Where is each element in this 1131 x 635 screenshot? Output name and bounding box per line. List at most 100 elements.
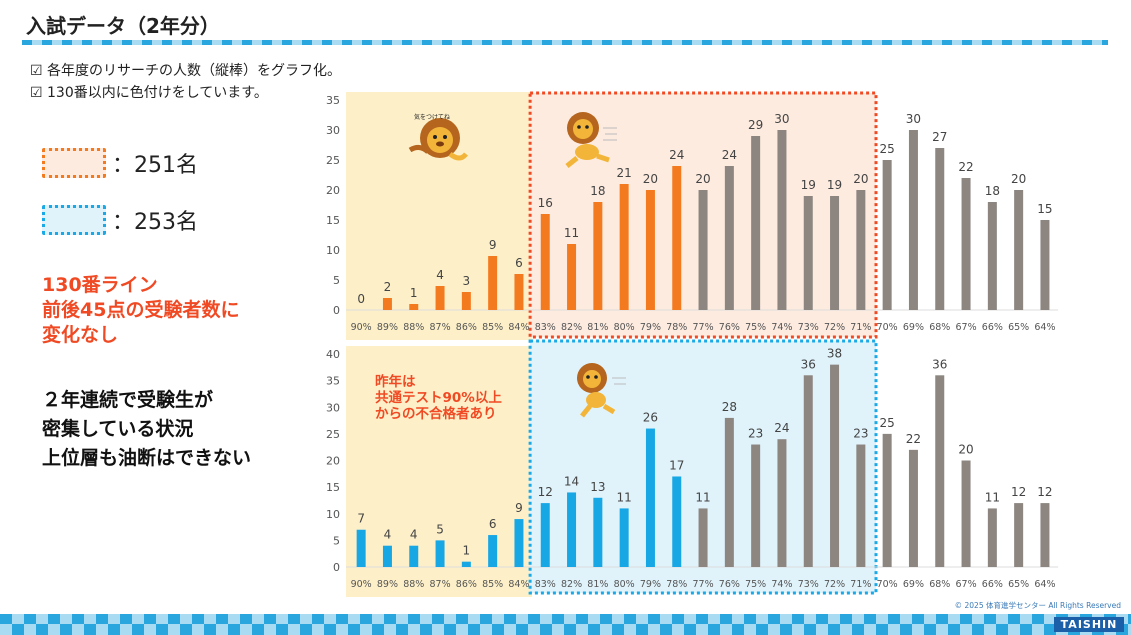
x-tick-label: 75% — [745, 322, 766, 333]
x-tick-label: 73% — [798, 322, 819, 333]
bar — [645, 190, 655, 310]
bar — [567, 492, 577, 567]
y-tick-label: 5 — [333, 274, 340, 287]
bar — [882, 433, 892, 567]
data-label: 14 — [564, 474, 579, 488]
data-label: 7 — [357, 512, 365, 526]
black-message: ２年連続で受験生が 密集している状況 上位層も油断はできない — [42, 386, 251, 473]
data-label: 11 — [564, 226, 579, 240]
x-tick-label: 84% — [508, 322, 529, 333]
x-tick-label: 85% — [482, 322, 503, 333]
legend-label-blue: ：253名 — [112, 210, 198, 235]
bar — [488, 256, 498, 310]
x-tick-label: 90% — [351, 579, 372, 590]
bar — [961, 178, 971, 310]
data-label: 4 — [384, 528, 392, 542]
x-tick-label: 76% — [719, 322, 740, 333]
red-message-line: 130番ライン — [42, 274, 158, 296]
x-tick-label: 78% — [666, 322, 687, 333]
data-label: 24 — [669, 148, 684, 162]
x-tick-label: 69% — [903, 322, 924, 333]
data-label: 20 — [853, 172, 868, 186]
y-tick-label: 30 — [326, 401, 340, 414]
bar — [803, 196, 813, 310]
data-label: 26 — [643, 411, 658, 425]
bar — [435, 286, 445, 310]
data-label: 22 — [958, 160, 973, 174]
data-label: 5 — [436, 522, 444, 536]
x-tick-label: 80% — [614, 579, 635, 590]
data-label: 25 — [880, 416, 895, 430]
data-label: 28 — [722, 400, 737, 414]
bar — [751, 136, 761, 310]
bar — [830, 364, 840, 567]
data-label: 20 — [1011, 172, 1026, 186]
brand-logo: TAISHIN — [1054, 617, 1124, 632]
lion-mascot-icon — [408, 118, 468, 161]
data-label: 11 — [985, 490, 1000, 504]
data-label: 24 — [774, 421, 789, 435]
x-tick-label: 70% — [877, 579, 898, 590]
bar — [830, 196, 840, 310]
x-tick-label: 77% — [692, 579, 713, 590]
x-tick-label: 73% — [798, 579, 819, 590]
x-tick-label: 81% — [587, 322, 608, 333]
bar — [908, 449, 918, 567]
y-tick-label: 35 — [326, 375, 340, 388]
data-label: 30 — [906, 112, 921, 126]
bar — [777, 439, 787, 567]
bar — [1014, 190, 1024, 310]
x-tick-label: 74% — [771, 579, 792, 590]
data-label: 20 — [958, 443, 973, 457]
bar — [908, 130, 918, 310]
y-tick-label: 20 — [326, 455, 340, 468]
data-label: 22 — [906, 432, 921, 446]
data-label: 18 — [590, 184, 605, 198]
x-tick-label: 65% — [1008, 322, 1029, 333]
annotation: 昨年は 共通テスト90%以上 からの不合格者あり — [375, 374, 502, 422]
bar — [724, 166, 734, 310]
data-label: 6 — [489, 517, 497, 531]
x-tick-label: 67% — [955, 322, 976, 333]
bar — [672, 166, 682, 310]
black-message-line: ２年連続で受験生が — [42, 389, 214, 411]
bar — [1040, 220, 1050, 310]
x-tick-label: 87% — [429, 322, 450, 333]
bar — [593, 202, 603, 310]
bar — [540, 214, 550, 310]
bar — [356, 529, 366, 567]
x-tick-label: 79% — [640, 579, 661, 590]
x-tick-label: 88% — [403, 579, 424, 590]
bar — [435, 540, 445, 567]
y-tick-label: 15 — [326, 481, 340, 494]
red-message-line: 前後45点の受験者数に — [42, 299, 240, 321]
data-label: 9 — [489, 238, 497, 252]
y-tick-label: 20 — [326, 184, 340, 197]
bar — [856, 444, 866, 567]
red-message-line: 変化なし — [42, 324, 119, 346]
bar — [540, 503, 550, 567]
x-tick-label: 68% — [929, 579, 950, 590]
data-label: 12 — [1011, 485, 1026, 499]
data-label: 0 — [357, 292, 365, 306]
data-label: 30 — [774, 112, 789, 126]
data-label: 9 — [515, 501, 523, 515]
data-label: 25 — [880, 142, 895, 156]
bar — [961, 460, 971, 567]
data-label: 16 — [538, 196, 553, 210]
annotation-line: 昨年は — [375, 374, 416, 390]
bar — [1014, 503, 1024, 567]
note-line-1: ☑ 各年度のリサーチの人数（縦棒）をグラフ化。 — [30, 63, 341, 79]
bar — [882, 160, 892, 310]
x-tick-label: 86% — [456, 579, 477, 590]
running-lion-icon-2 — [577, 363, 626, 418]
bar — [382, 545, 392, 567]
x-tick-label: 82% — [561, 322, 582, 333]
y-tick-label: 15 — [326, 214, 340, 227]
x-tick-label: 69% — [903, 579, 924, 590]
y-tick-label: 5 — [333, 534, 340, 547]
data-label: 23 — [748, 427, 763, 441]
data-label: 17 — [669, 458, 684, 472]
bar — [488, 535, 498, 567]
data-label: 38 — [827, 347, 842, 361]
